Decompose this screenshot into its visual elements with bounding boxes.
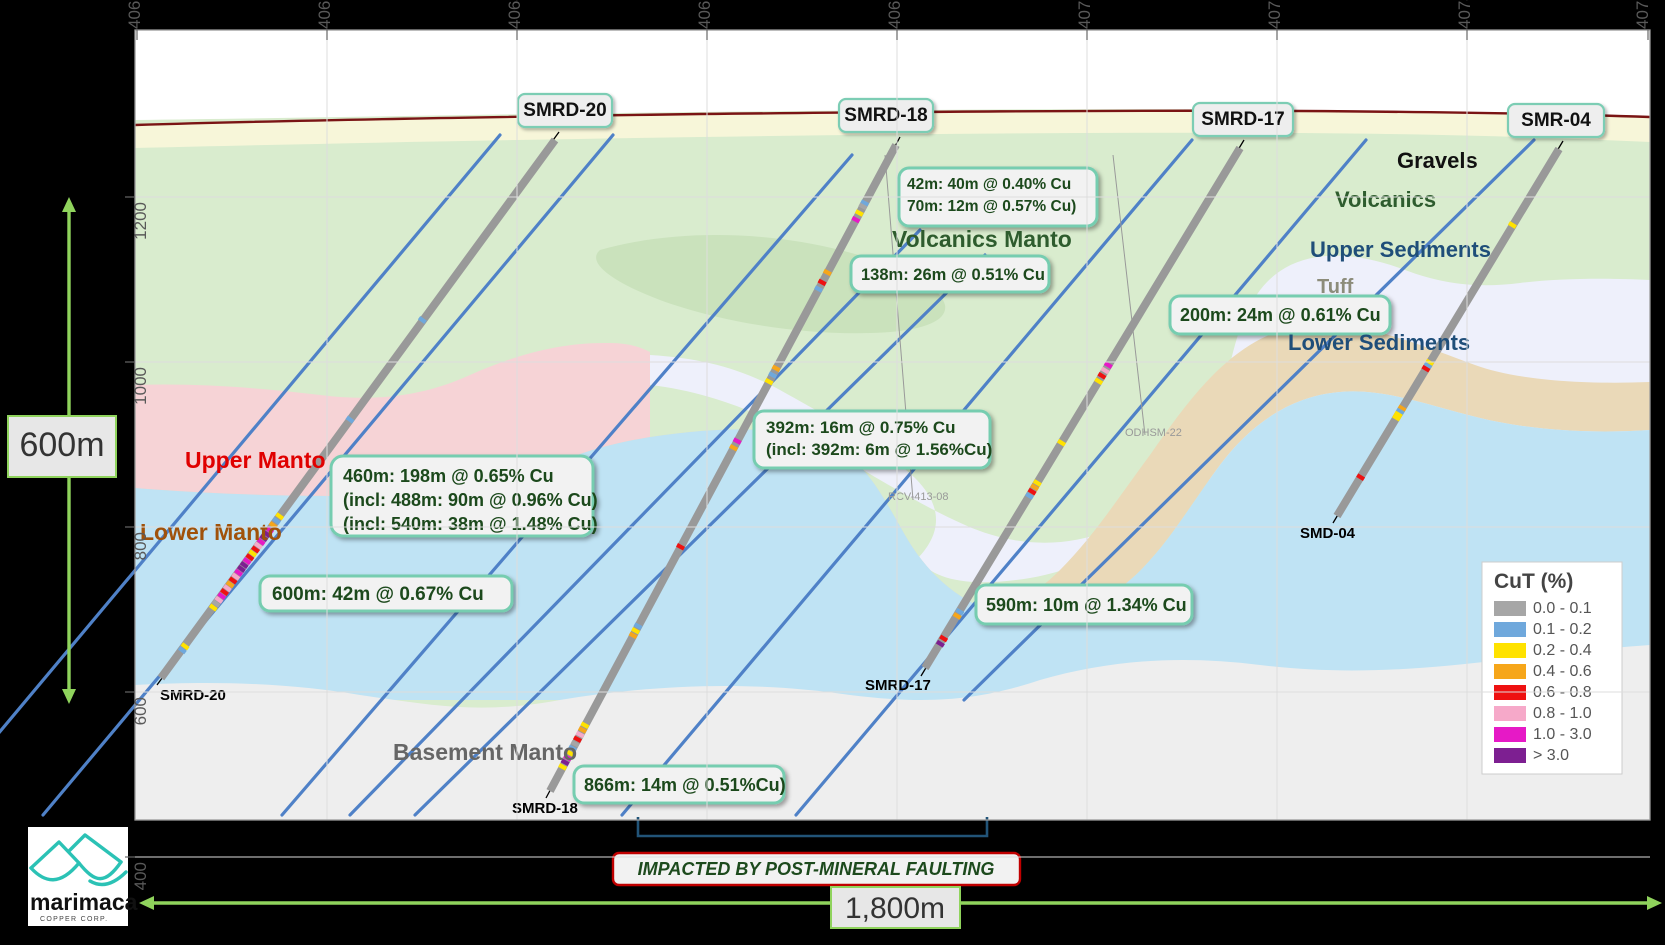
svg-text:> 3.0: > 3.0 bbox=[1533, 747, 1569, 764]
svg-text:590m: 10m @ 1.34% Cu: 590m: 10m @ 1.34% Cu bbox=[986, 595, 1187, 615]
svg-text:SMRD-18: SMRD-18 bbox=[512, 800, 578, 817]
svg-text:0.4 - 0.6: 0.4 - 0.6 bbox=[1533, 663, 1592, 680]
svg-text:(incl: 488m: 90m @ 0.96% Cu): (incl: 488m: 90m @ 0.96% Cu) bbox=[343, 490, 598, 510]
svg-text:600m: 42m @ 0.67% Cu: 600m: 42m @ 0.67% Cu bbox=[272, 584, 484, 605]
svg-text:406600: 406600 bbox=[695, 0, 714, 29]
svg-text:392m: 16m @ 0.75% Cu: 392m: 16m @ 0.75% Cu bbox=[766, 418, 956, 437]
svg-text:SMRD-18: SMRD-18 bbox=[844, 105, 927, 126]
svg-text:1200: 1200 bbox=[131, 202, 150, 240]
svg-text:406400: 406400 bbox=[505, 0, 524, 29]
svg-text:SMR-04: SMR-04 bbox=[1521, 110, 1591, 131]
svg-text:SMRD-20: SMRD-20 bbox=[523, 100, 606, 121]
svg-text:Volcanics: Volcanics bbox=[1335, 187, 1436, 212]
svg-text:Upper Sediments: Upper Sediments bbox=[1310, 237, 1491, 262]
svg-text:800: 800 bbox=[131, 532, 150, 560]
svg-text:407600: 407600 bbox=[1633, 0, 1652, 29]
svg-text:407000: 407000 bbox=[1075, 0, 1094, 29]
svg-text:406200: 406200 bbox=[315, 0, 334, 29]
svg-text:Gravels: Gravels bbox=[1397, 148, 1478, 173]
svg-text:CuT (%): CuT (%) bbox=[1494, 570, 1573, 593]
svg-text:SMRD-17: SMRD-17 bbox=[1201, 109, 1284, 130]
svg-text:460m: 198m @ 0.65% Cu: 460m: 198m @ 0.65% Cu bbox=[343, 466, 554, 486]
svg-text:0.2 - 0.4: 0.2 - 0.4 bbox=[1533, 642, 1592, 659]
svg-text:1,800m: 1,800m bbox=[845, 892, 945, 925]
svg-text:ODHSM-22: ODHSM-22 bbox=[1125, 427, 1182, 439]
svg-text:400: 400 bbox=[131, 862, 150, 890]
svg-text:138m: 26m @ 0.51% Cu: 138m: 26m @ 0.51% Cu bbox=[861, 266, 1045, 284]
svg-text:407200: 407200 bbox=[1265, 0, 1284, 29]
svg-text:(incl: 392m: 6m @ 1.56%Cu): (incl: 392m: 6m @ 1.56%Cu) bbox=[766, 440, 992, 459]
svg-text:200m: 24m @ 0.61% Cu: 200m: 24m @ 0.61% Cu bbox=[1180, 305, 1381, 325]
svg-text:0.8 - 1.0: 0.8 - 1.0 bbox=[1533, 705, 1592, 722]
svg-text:1.0 - 3.0: 1.0 - 3.0 bbox=[1533, 726, 1592, 743]
svg-text:COPPER CORP.: COPPER CORP. bbox=[40, 916, 108, 923]
svg-text:406800: 406800 bbox=[885, 0, 904, 29]
svg-text:Lower Sediments: Lower Sediments bbox=[1288, 330, 1470, 355]
svg-text:marimaca: marimaca bbox=[30, 889, 138, 915]
svg-text:SMRD-17: SMRD-17 bbox=[865, 677, 931, 694]
svg-text:IMPACTED BY POST-MINERAL FAULT: IMPACTED BY POST-MINERAL FAULTING bbox=[638, 859, 995, 879]
svg-text:406000: 406000 bbox=[125, 0, 144, 29]
svg-text:866m: 14m @ 0.51%Cu): 866m: 14m @ 0.51%Cu) bbox=[584, 775, 786, 795]
svg-text:600: 600 bbox=[131, 697, 150, 725]
svg-text:1000: 1000 bbox=[131, 367, 150, 405]
svg-text:SMD-04: SMD-04 bbox=[1300, 525, 1356, 542]
svg-text:407400: 407400 bbox=[1455, 0, 1474, 29]
svg-text:Volcanics Manto: Volcanics Manto bbox=[892, 226, 1072, 252]
svg-text:0.1 - 0.2: 0.1 - 0.2 bbox=[1533, 621, 1592, 638]
svg-text:42m: 40m @ 0.40% Cu: 42m: 40m @ 0.40% Cu bbox=[907, 176, 1071, 193]
svg-text:SMRD-20: SMRD-20 bbox=[160, 687, 226, 704]
svg-text:0.0 - 0.1: 0.0 - 0.1 bbox=[1533, 600, 1592, 617]
svg-text:70m: 12m @ 0.57% Cu): 70m: 12m @ 0.57% Cu) bbox=[907, 198, 1076, 215]
svg-text:Tuff: Tuff bbox=[1317, 276, 1354, 298]
svg-text:Lower Manto: Lower Manto bbox=[140, 519, 282, 545]
svg-text:Upper Manto: Upper Manto bbox=[185, 447, 326, 473]
svg-text:Basement Manto: Basement Manto bbox=[393, 739, 577, 765]
svg-text:600m: 600m bbox=[19, 426, 104, 464]
svg-text:(incl: 540m: 38m @ 1.48% Cu): (incl: 540m: 38m @ 1.48% Cu) bbox=[343, 514, 598, 534]
